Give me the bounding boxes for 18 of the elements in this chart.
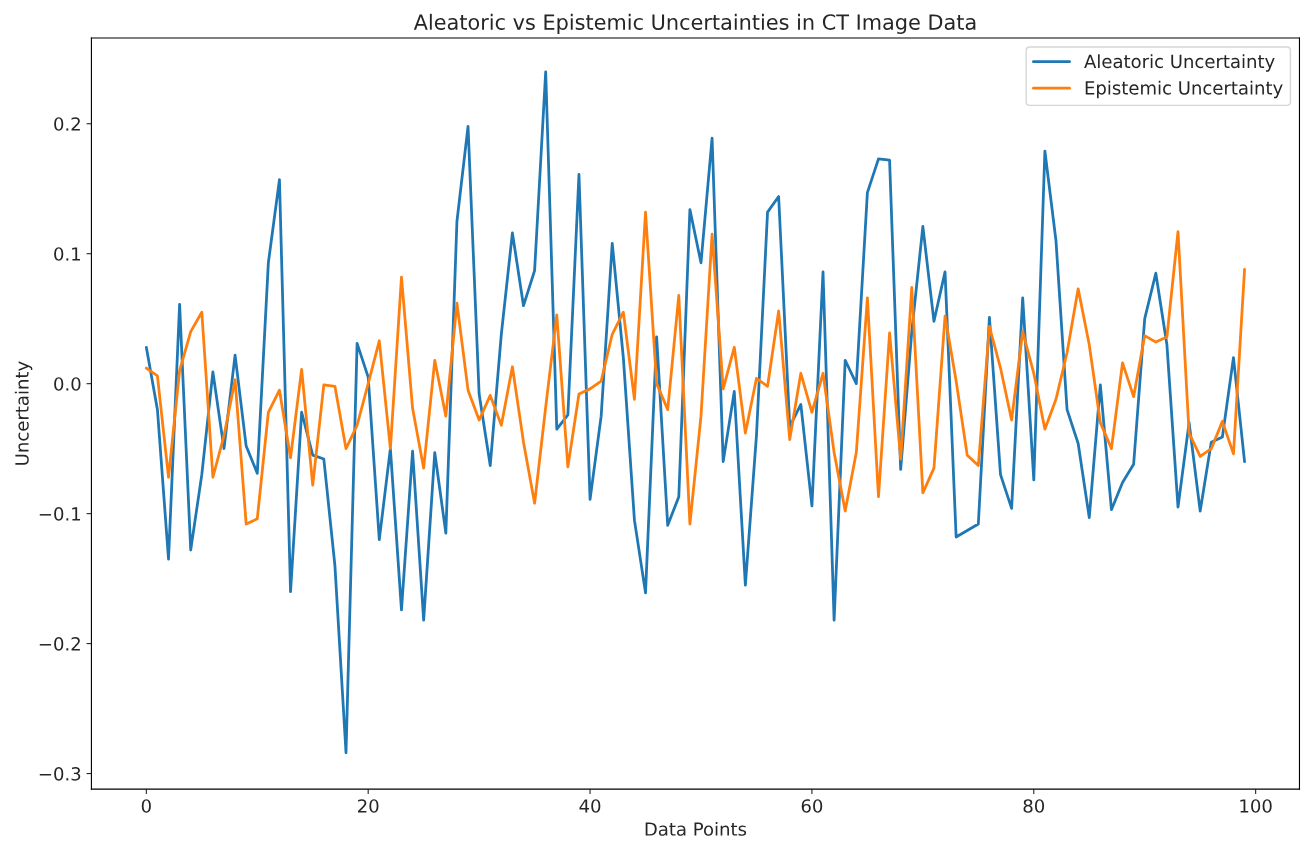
x-tick-label: 40	[579, 799, 601, 813]
chart-title: Aleatoric vs Epistemic Uncertainties in CT Image Data	[413, 13, 976, 34]
y-tick-label: 0.0	[54, 377, 81, 391]
x-tick-label: 60	[801, 799, 823, 813]
y-tick-label: −0.1	[39, 507, 81, 521]
y-tick-label: −0.3	[39, 767, 81, 781]
line-series	[144, 210, 1246, 526]
x-tick-label: 80	[1023, 799, 1045, 813]
x-tick-label: 20	[358, 799, 379, 813]
x-tick-label: 0	[141, 799, 151, 813]
y-tick-label: 0.2	[54, 117, 80, 131]
x-axis-title: Data Points	[645, 821, 747, 836]
x-tick-label: 100	[1240, 799, 1272, 813]
y-tick-label: −0.2	[39, 637, 80, 651]
legend-label: Epistemic Uncertainty	[1085, 80, 1283, 99]
y-tick-label: 0.1	[54, 247, 81, 261]
y-axis-title: Uncertainty	[14, 361, 33, 465]
legend-label: Aleatoric Uncertainty	[1084, 54, 1275, 72]
